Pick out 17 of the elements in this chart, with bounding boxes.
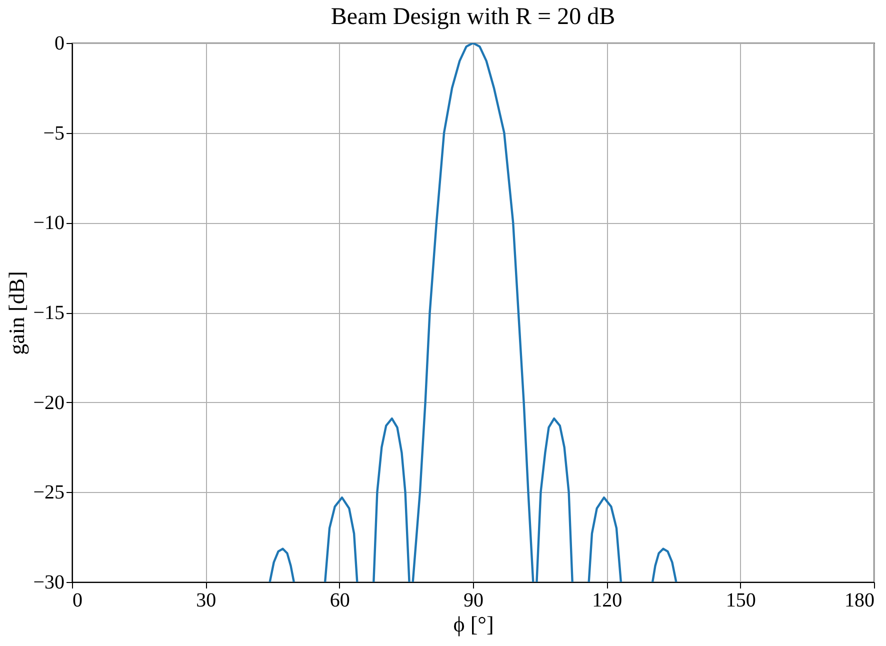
y-tick-label: −5 xyxy=(43,122,64,144)
y-axis-title: gain [dB] xyxy=(4,271,30,355)
chart-title: Beam Design with R = 20 dB xyxy=(330,4,616,30)
y-tick-label: −15 xyxy=(33,302,64,324)
x-tick-label: 0 xyxy=(72,590,82,612)
y-tick-label: −25 xyxy=(33,482,64,504)
y-tick-label: −20 xyxy=(33,392,64,414)
y-tick-label: −30 xyxy=(33,572,64,594)
x-tick-label: 150 xyxy=(726,590,756,612)
x-axis-title: ϕ [°] xyxy=(453,612,494,636)
x-tick-label: 60 xyxy=(330,590,350,612)
y-tick-label: 0 xyxy=(54,32,64,54)
x-tick-label: 30 xyxy=(196,590,216,612)
x-tick-label: 90 xyxy=(464,590,484,612)
x-tick-label: 120 xyxy=(592,590,622,612)
x-tick-label: 180 xyxy=(844,590,874,612)
y-tick-label: −10 xyxy=(33,212,64,234)
